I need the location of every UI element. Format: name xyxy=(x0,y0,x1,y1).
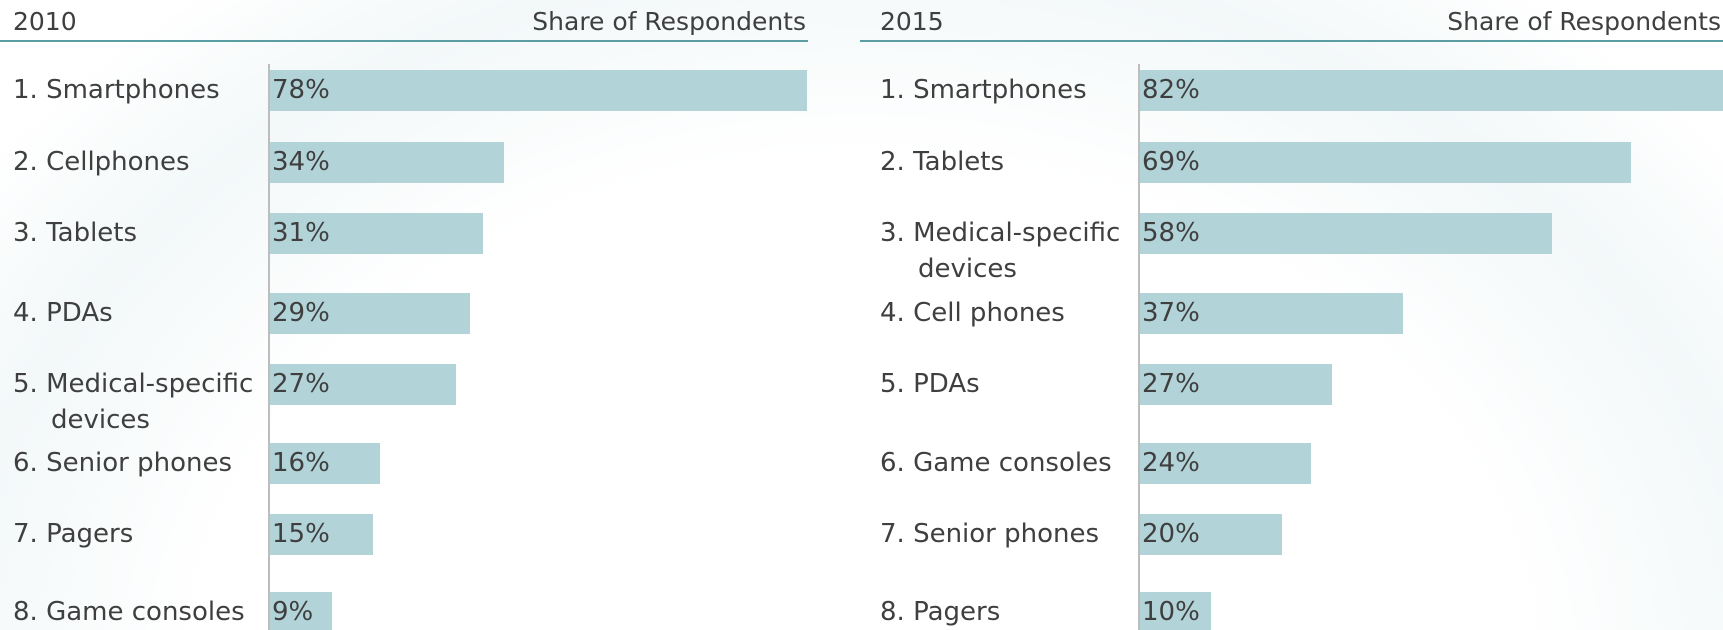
bar xyxy=(270,592,332,630)
category-label: 5. PDAs xyxy=(880,369,980,399)
bar xyxy=(270,142,505,183)
bar xyxy=(270,364,456,405)
value-label: 34% xyxy=(272,147,330,177)
bar xyxy=(270,70,807,111)
category-label: 8. Game consoles xyxy=(13,597,245,627)
bar xyxy=(1140,142,1631,183)
header-rule xyxy=(860,40,1723,42)
value-label: 27% xyxy=(272,369,330,399)
value-label: 29% xyxy=(272,298,330,328)
axis-title: Share of Respondents xyxy=(532,7,806,36)
value-label: 58% xyxy=(1142,218,1200,248)
value-label: 78% xyxy=(272,75,330,105)
category-label: 3. Medical-specific devices xyxy=(880,218,1121,284)
category-label: 2. Cellphones xyxy=(13,147,190,177)
bar xyxy=(270,293,470,334)
value-label: 9% xyxy=(272,597,314,627)
value-label: 24% xyxy=(1142,448,1200,478)
category-label: 3. Tablets xyxy=(13,218,138,248)
y-axis-line xyxy=(268,64,270,630)
bar xyxy=(270,443,381,484)
value-label: 20% xyxy=(1142,519,1200,549)
bar xyxy=(1140,293,1404,334)
axis-title: Share of Respondents xyxy=(1447,7,1721,36)
value-label: 27% xyxy=(1142,369,1200,399)
value-label: 16% xyxy=(272,448,330,478)
bar xyxy=(1140,592,1212,630)
category-label: 5. Medical-specific devices xyxy=(13,369,254,435)
category-label: 1. Smartphones xyxy=(880,75,1087,105)
value-label: 31% xyxy=(272,218,330,248)
category-label: 4. Cell phones xyxy=(880,298,1065,328)
chart-title: 2015 xyxy=(880,7,944,36)
header-rule xyxy=(0,40,808,42)
category-label: 4. PDAs xyxy=(13,298,113,328)
y-axis-line xyxy=(1138,64,1140,630)
value-label: 69% xyxy=(1142,147,1200,177)
category-label: 7. Pagers xyxy=(13,519,134,549)
bar xyxy=(270,213,484,254)
category-label: 8. Pagers xyxy=(880,597,1001,627)
category-label: 6. Game consoles xyxy=(880,448,1112,478)
category-label: 7. Senior phones xyxy=(880,519,1100,549)
bar xyxy=(270,514,374,555)
value-label: 15% xyxy=(272,519,330,549)
bar xyxy=(1140,70,1723,111)
bar xyxy=(1140,443,1311,484)
value-label: 10% xyxy=(1142,597,1200,627)
category-label: 6. Senior phones xyxy=(13,448,233,478)
chart-title: 2010 xyxy=(13,7,77,36)
value-label: 37% xyxy=(1142,298,1200,328)
category-label: 2. Tablets xyxy=(880,147,1005,177)
bar xyxy=(1140,514,1283,555)
category-label: 1. Smartphones xyxy=(13,75,220,105)
bar xyxy=(1140,213,1553,254)
bar xyxy=(1140,364,1332,405)
value-label: 82% xyxy=(1142,75,1200,105)
